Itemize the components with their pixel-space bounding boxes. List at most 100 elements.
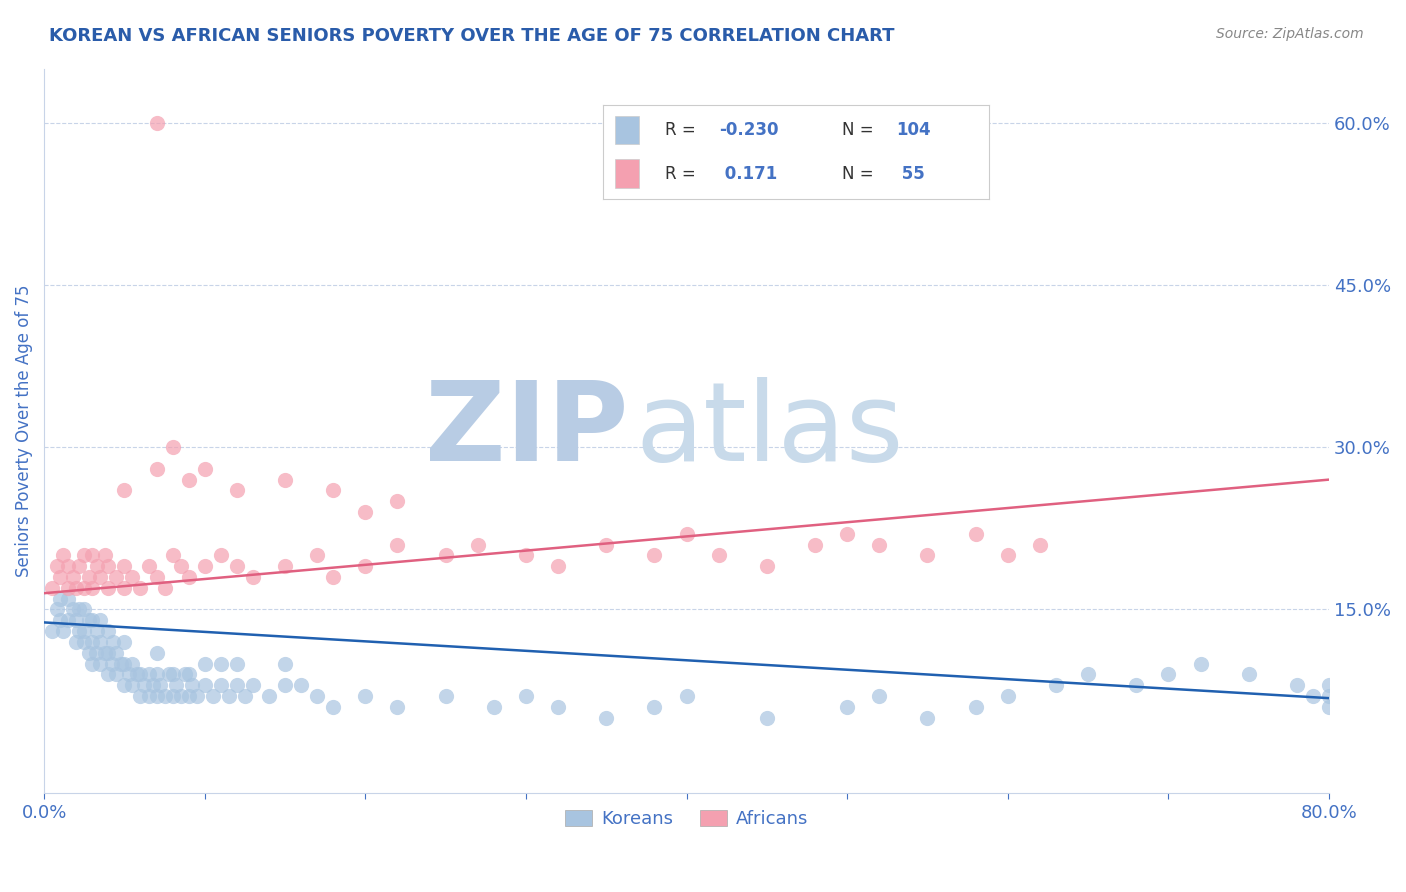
- Point: [225, 559, 247, 574]
- Point: [73, 581, 96, 595]
- Point: [86, 559, 108, 574]
- Point: [89, 635, 111, 649]
- Point: [174, 667, 197, 681]
- Point: [41, 624, 63, 638]
- Point: [242, 570, 264, 584]
- Point: [387, 537, 409, 551]
- Point: [707, 549, 730, 563]
- Point: [515, 549, 537, 563]
- Point: [69, 602, 91, 616]
- Point: [132, 678, 155, 692]
- Point: [965, 699, 987, 714]
- Point: [110, 657, 132, 671]
- Point: [129, 581, 152, 595]
- Point: [58, 613, 80, 627]
- Point: [105, 570, 128, 584]
- Point: [194, 559, 217, 574]
- Point: [218, 689, 240, 703]
- Point: [112, 581, 135, 595]
- Point: [65, 581, 87, 595]
- Point: [675, 526, 697, 541]
- Point: [868, 689, 890, 703]
- Point: [94, 549, 117, 563]
- Point: [643, 699, 665, 714]
- Point: [595, 711, 617, 725]
- Point: [97, 624, 120, 638]
- Point: [149, 678, 172, 692]
- Point: [112, 678, 135, 692]
- Point: [307, 549, 329, 563]
- Point: [194, 462, 217, 476]
- Point: [1157, 667, 1180, 681]
- Point: [643, 549, 665, 563]
- Point: [121, 570, 143, 584]
- Point: [73, 635, 96, 649]
- Point: [917, 711, 939, 725]
- Point: [515, 689, 537, 703]
- Point: [97, 646, 120, 660]
- Point: [354, 559, 377, 574]
- Point: [1125, 678, 1147, 692]
- Point: [162, 549, 184, 563]
- Point: [1302, 689, 1324, 703]
- Point: [595, 537, 617, 551]
- Point: [1237, 667, 1260, 681]
- Point: [145, 689, 167, 703]
- Point: [675, 689, 697, 703]
- Point: [180, 678, 202, 692]
- Point: [77, 570, 100, 584]
- Point: [46, 602, 69, 616]
- Point: [138, 667, 160, 681]
- Point: [100, 657, 122, 671]
- Point: [1029, 537, 1052, 551]
- Point: [145, 462, 167, 476]
- Point: [112, 483, 135, 498]
- Point: [274, 559, 297, 574]
- Point: [194, 657, 217, 671]
- Text: atlas: atlas: [636, 377, 904, 484]
- Point: [94, 646, 117, 660]
- Point: [965, 526, 987, 541]
- Point: [209, 678, 232, 692]
- Point: [82, 657, 104, 671]
- Point: [82, 635, 104, 649]
- Point: [837, 699, 859, 714]
- Point: [77, 646, 100, 660]
- Point: [162, 667, 184, 681]
- Point: [169, 559, 191, 574]
- Point: [112, 635, 135, 649]
- Point: [89, 570, 111, 584]
- Point: [1189, 657, 1212, 671]
- Point: [46, 559, 69, 574]
- Point: [233, 689, 256, 703]
- Point: [73, 602, 96, 616]
- Point: [274, 678, 297, 692]
- Point: [307, 689, 329, 703]
- Point: [65, 613, 87, 627]
- Point: [86, 624, 108, 638]
- Point: [145, 570, 167, 584]
- Point: [1317, 699, 1340, 714]
- Point: [142, 678, 165, 692]
- Point: [145, 115, 167, 129]
- Point: [58, 591, 80, 606]
- Point: [868, 537, 890, 551]
- Point: [82, 581, 104, 595]
- Point: [387, 699, 409, 714]
- Point: [52, 624, 75, 638]
- Point: [157, 667, 180, 681]
- Point: [322, 570, 344, 584]
- Point: [97, 667, 120, 681]
- Point: [225, 483, 247, 498]
- Point: [1045, 678, 1067, 692]
- Point: [69, 624, 91, 638]
- Point: [322, 699, 344, 714]
- Point: [49, 591, 72, 606]
- Point: [274, 473, 297, 487]
- Point: [41, 581, 63, 595]
- Point: [97, 581, 120, 595]
- Point: [112, 657, 135, 671]
- Point: [105, 646, 128, 660]
- Point: [482, 699, 505, 714]
- Point: [73, 624, 96, 638]
